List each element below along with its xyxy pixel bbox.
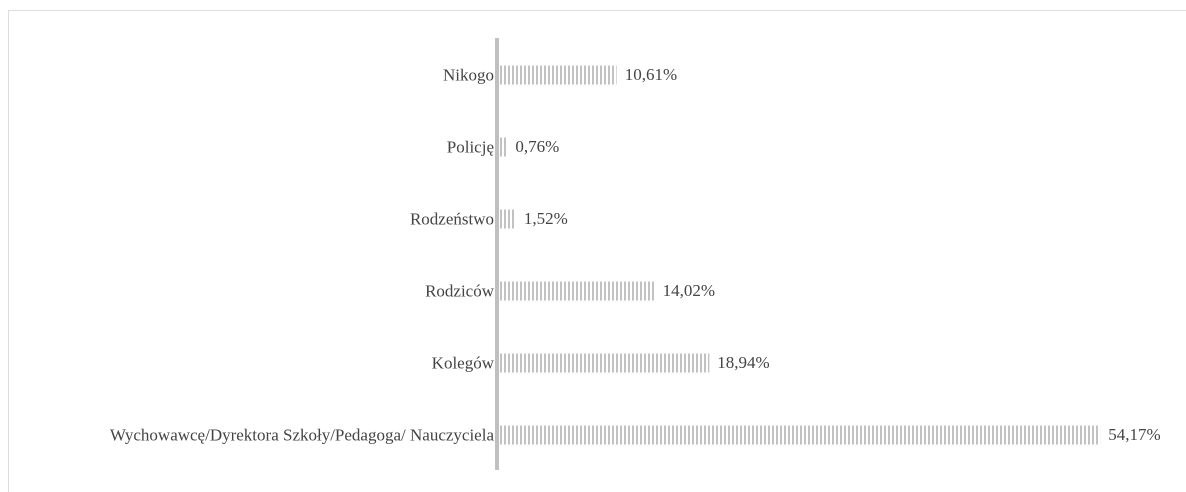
category-label-text: Rodzeństwo (409, 209, 494, 229)
category-label: Rodziców (64, 282, 494, 301)
bar (499, 209, 516, 229)
value-label-text: 18,94% (717, 353, 770, 372)
value-label: 14,02% (663, 281, 715, 301)
value-label-text: 10,61% (624, 65, 678, 84)
value-label: 0,76% (515, 137, 559, 157)
value-label-text: 1,52% (523, 209, 568, 228)
value-label: 18,94% (717, 353, 769, 373)
value-label: 10,61% (625, 65, 677, 85)
category-label-text: Kolegów (431, 353, 494, 373)
value-label: 54,17% (1108, 425, 1160, 445)
value-label: 1,52% (524, 209, 568, 229)
category-label: Wychowawcę/Dyrektora Szkoły/Pedagoga/ Na… (64, 426, 494, 445)
category-label: Kolegów (64, 354, 494, 373)
bar (499, 137, 508, 157)
category-label: Policję (64, 138, 494, 157)
bar (499, 425, 1101, 445)
bar (499, 65, 617, 85)
category-label: Nikogo (64, 66, 494, 85)
category-label-text: Nikogo (443, 65, 494, 85)
value-label-text: 54,17% (1108, 425, 1161, 444)
bar (499, 281, 655, 301)
value-label-text: 14,02% (662, 281, 716, 300)
value-label-text: 0,76% (515, 137, 560, 156)
frame (8, 10, 1186, 492)
bar (499, 353, 710, 373)
category-label-text: Rodziców (425, 281, 494, 301)
category-label: Rodzeństwo (64, 210, 494, 229)
category-label-text: Policję (446, 137, 494, 157)
category-label-text: Wychowawcę/Dyrektora Szkoły/Pedagoga/ Na… (109, 425, 494, 445)
